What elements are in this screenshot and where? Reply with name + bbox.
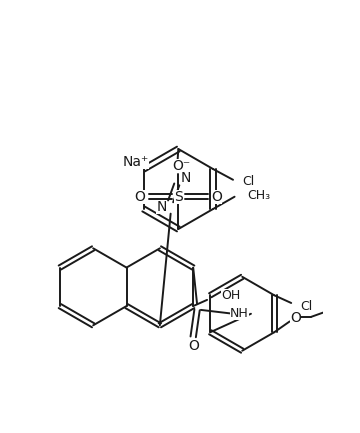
Text: O: O [291, 311, 301, 325]
Text: OH: OH [221, 289, 240, 302]
Text: O: O [134, 190, 145, 204]
Text: CH₃: CH₃ [247, 189, 270, 202]
Text: O⁻: O⁻ [172, 159, 190, 173]
Text: Cl: Cl [242, 175, 255, 188]
Text: O: O [211, 190, 222, 204]
Text: N: N [181, 171, 191, 185]
Text: N: N [156, 200, 167, 214]
Text: NH: NH [230, 307, 249, 320]
Text: O: O [188, 339, 199, 353]
Text: Na⁺: Na⁺ [123, 155, 149, 169]
Text: S: S [174, 190, 183, 204]
Text: Cl: Cl [301, 300, 313, 313]
